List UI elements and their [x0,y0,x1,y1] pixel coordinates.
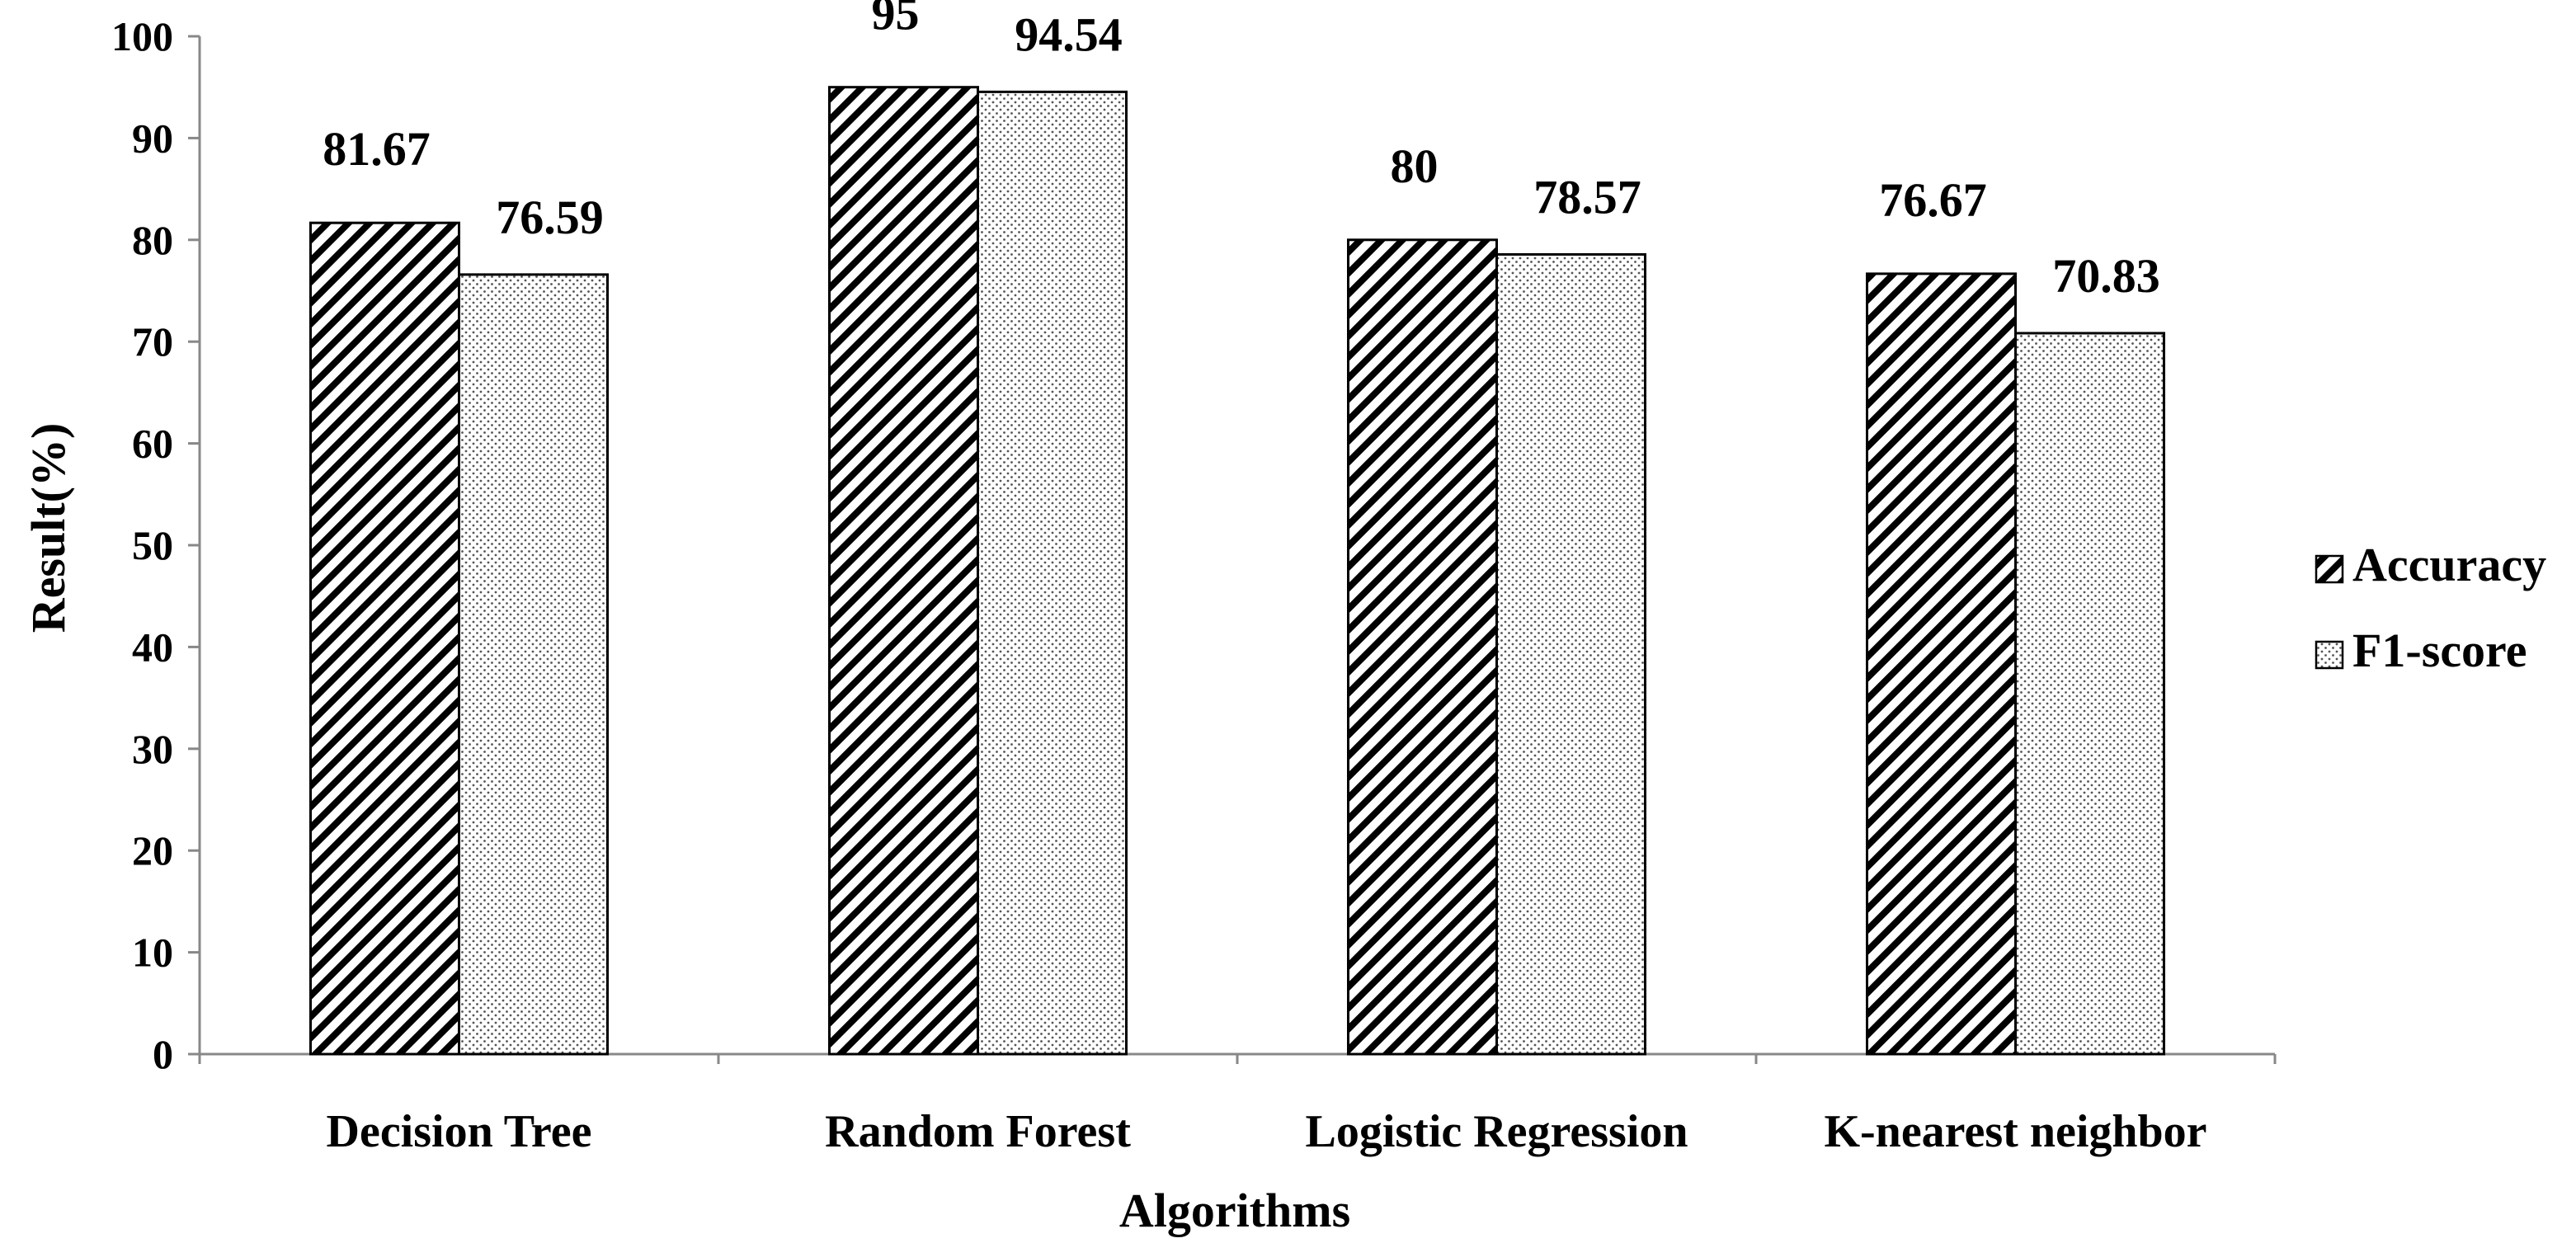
value-labels: 81.67 76.59 95 94.54 80 78.57 76.67 70.83 [323,0,2160,303]
y-axis-title: Result(%) [21,423,75,633]
bar-f1-score [1495,252,1646,1056]
data-label: 76.59 [496,191,604,244]
bar-f1-score [2014,332,2165,1056]
data-label: 78.57 [1533,170,1641,224]
legend-swatch [2315,640,2344,670]
x-tick-label: K-nearest neighbor [1824,1106,2206,1157]
y-tick-label: 90 [132,115,173,161]
x-tick-label: Random Forest [825,1106,1131,1157]
y-tick-label: 60 [132,421,173,467]
bar-accuracy [828,86,979,1056]
bars [309,86,2165,1056]
data-label: 80 [1391,139,1439,193]
bar-accuracy [309,221,460,1056]
x-axis-title: Algorithms [1119,1184,1350,1237]
data-label: 95 [872,0,920,40]
y-tick-label: 30 [132,726,173,772]
y-tick-label: 80 [132,217,173,263]
bar-f1-score [458,273,609,1056]
data-label: 76.67 [1879,173,1987,227]
x-tick-label: Decision Tree [327,1106,592,1157]
y-tick-label: 40 [132,624,173,670]
y-tick-label: 10 [132,930,173,976]
data-label: 81.67 [323,122,431,176]
legend-label: Accuracy [2352,538,2546,591]
y-tick-label: 100 [111,13,173,59]
data-label: 70.83 [2052,249,2160,303]
legend: Accuracy F1-score [2315,538,2546,677]
bar-f1-score [977,90,1128,1056]
axes: 0 10 20 30 40 50 60 70 80 90 100 Decision Tree Rando… [111,13,2277,1157]
data-label: 94.54 [1015,7,1123,61]
x-tick-label: Logistic Regression [1305,1106,1688,1157]
legend-swatch [2315,554,2344,584]
y-tick-label: 0 [153,1031,173,1077]
legend-label: F1-score [2352,624,2527,677]
y-tick-label: 70 [132,318,173,365]
y-tick-label: 50 [132,522,173,568]
bar-accuracy [1866,272,2017,1056]
bar-accuracy [1347,238,1498,1056]
y-tick-label: 20 [132,827,173,873]
